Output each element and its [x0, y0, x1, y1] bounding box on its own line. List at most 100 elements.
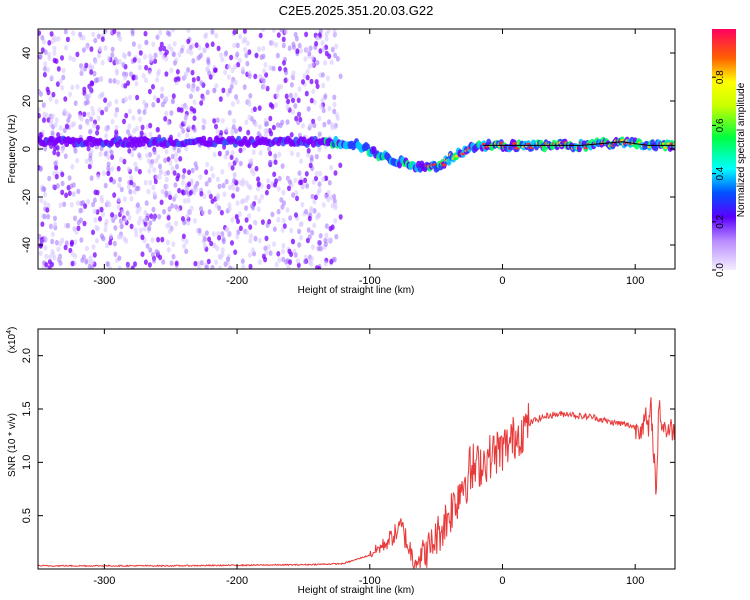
spectrogram-speckle-dot: [327, 180, 332, 186]
spectrogram-speckle-dot: [314, 175, 318, 182]
spectrogram-speckle-dot: [314, 153, 319, 160]
spectrogram-speckle-dot: [116, 165, 121, 172]
spectrogram-speckle-dot: [110, 154, 115, 160]
spectrogram-speckle-dot: [244, 119, 249, 125]
spectrogram-speckle-dot: [221, 236, 226, 242]
spectrogram-speckle-dot: [48, 253, 53, 260]
spectrogram-speckle-dot: [187, 124, 192, 131]
spectrogram-speckle-dot: [69, 241, 74, 247]
spectrogram-speckle-dot: [39, 197, 44, 203]
spectrogram-speckle-dot: [269, 130, 274, 137]
spectrogram-speckle-dot: [102, 170, 106, 176]
spectrogram-speckle-dot: [55, 81, 60, 87]
spectrogram-speckle-dot: [155, 34, 160, 40]
spectrogram-speckle-dot: [285, 104, 290, 111]
spectrogram-speckle-dot: [60, 189, 65, 196]
spectrogram-speckle-dot: [144, 64, 149, 71]
spectrogram-speckle-dot: [142, 225, 147, 232]
spectrogram-speckle-dot: [234, 157, 239, 163]
spectrogram-speckle-dot: [214, 32, 219, 39]
spectrogram-speckle-dot: [312, 122, 317, 129]
spectrogram-speckle-dot: [297, 242, 302, 248]
spectrogram-speckle-dot: [95, 237, 99, 244]
snr-x-tick-label: -200: [226, 575, 248, 587]
spectrogram-speckle-dot: [230, 79, 235, 85]
spectrogram-speckle-dot: [314, 79, 319, 85]
spectrogram-speckle-dot: [42, 117, 46, 123]
spectrogram-speckle-dot: [304, 31, 309, 38]
spectrogram-speckle-dot: [95, 189, 100, 196]
snr-y-tick-label: 1.0: [21, 455, 33, 470]
snr-scale-exponent: 4: [6, 330, 13, 334]
spectrogram-ridge-line: [482, 141, 675, 146]
spectrogram-speckle-dot: [97, 52, 101, 59]
spectrogram-speckle-dot: [327, 153, 332, 160]
spectrogram-speckle-dot: [235, 186, 240, 192]
spectrogram-speckle-dot: [217, 235, 222, 241]
spectrogram-speckle-dot: [218, 254, 223, 261]
spectrogram-x-tick-label: -100: [359, 275, 381, 287]
spectrogram-speckle-dot: [215, 245, 220, 252]
spectrogram-speckle-dot: [91, 201, 96, 208]
spectrogram-speckle-dot: [253, 121, 258, 128]
spectrogram-speckle-dot: [181, 233, 186, 240]
spectrogram-speckle-dot: [58, 125, 63, 131]
spectrogram-speckle-dot: [43, 61, 48, 67]
spectrogram-speckle-dot: [204, 181, 209, 187]
spectrogram-speckle-dot: [38, 107, 41, 113]
spectrogram-speckle-dot: [259, 54, 264, 61]
spectrogram-speckle-dot: [56, 36, 61, 42]
spectrogram-speckle-dot: [42, 71, 47, 78]
spectrogram-speckle-dot: [153, 178, 158, 185]
spectrogram-speckle-dot: [51, 91, 56, 98]
spectrogram-speckle-dot: [58, 78, 63, 84]
spectrogram-speckle-dot: [152, 167, 157, 173]
spectrogram-speckle-dot: [265, 85, 270, 92]
spectrogram-speckle-dot: [137, 43, 142, 50]
spectrogram-speckle-dot: [294, 212, 298, 218]
spectrogram-speckle-dot: [244, 52, 249, 59]
spectrogram-speckle-dot: [69, 183, 74, 189]
spectrogram-x-tick-label: -200: [226, 275, 248, 287]
spectrogram-speckle-dot: [78, 207, 83, 214]
spectrogram-speckle-dot: [134, 231, 139, 238]
spectrogram-speckle-dot: [114, 98, 119, 105]
spectrogram-speckle-dot: [243, 46, 248, 53]
spectrogram-speckle-dot: [307, 215, 312, 222]
spectrogram-speckle-dot: [112, 192, 117, 198]
spectrogram-speckle-dot: [156, 154, 161, 160]
spectrogram-speckle-dot: [277, 175, 282, 182]
spectrogram-speckle-dot: [146, 158, 151, 164]
spectrogram-speckle-dot: [229, 54, 234, 61]
spectrogram-speckle-dot: [265, 128, 269, 134]
spectrogram-x-label: Height of straight line (km): [298, 285, 415, 296]
spectrogram-speckle-dot: [281, 248, 285, 255]
spectrogram-speckle-dot: [313, 194, 318, 201]
colorbar-gradient: [712, 29, 736, 270]
spectrogram-speckle-dot: [172, 41, 177, 47]
spectrogram-speckle-dot: [182, 168, 187, 174]
spectrogram-speckle-dot: [187, 181, 192, 187]
spectrogram-speckle-dot: [249, 233, 253, 239]
spectrogram-speckle-dot: [307, 50, 312, 57]
spectrogram-speckle-dot: [131, 41, 136, 47]
spectrogram-speckle-dot: [257, 259, 262, 265]
spectrogram-speckle-dot: [264, 235, 269, 242]
spectrogram-speckle-dot: [306, 106, 311, 112]
spectrogram-speckle-dot: [125, 210, 130, 216]
spectrogram-speckle-dot: [207, 209, 212, 215]
spectrogram-speckle-dot: [46, 117, 51, 123]
spectrogram-speckle-dot: [306, 227, 311, 233]
spectrogram-speckle-dot: [333, 170, 338, 176]
spectrogram-speckle-dot: [44, 253, 49, 260]
spectrogram-speckle-dot: [107, 265, 112, 269]
spectrogram-speckle-dot: [245, 60, 250, 67]
spectrogram-speckle-dot: [256, 206, 261, 212]
spectrogram-speckle-dot: [152, 95, 157, 101]
spectrogram-speckle-dot: [330, 124, 335, 131]
spectrogram-speckle-dot: [155, 126, 160, 133]
spectrogram-speckle-dot: [204, 264, 209, 269]
spectrogram-speckle-dot: [266, 183, 271, 190]
spectrogram-speckle-dot: [324, 35, 329, 42]
spectrogram-speckle-dot: [225, 150, 230, 156]
